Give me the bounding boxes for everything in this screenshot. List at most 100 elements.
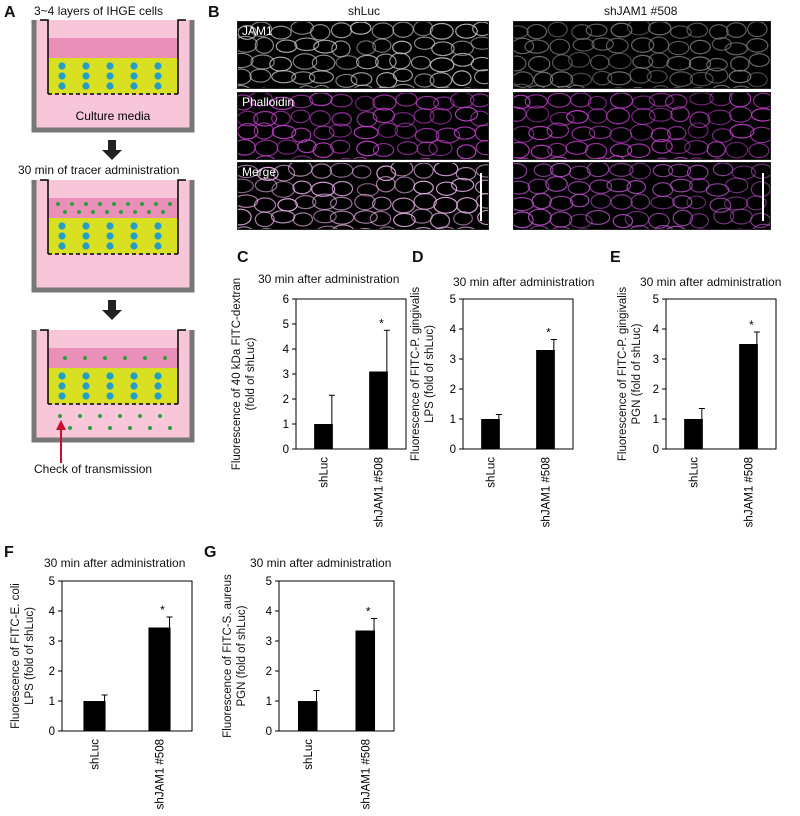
cell-nucleus bbox=[154, 62, 162, 70]
cell-outline bbox=[514, 25, 529, 39]
tracer-dot bbox=[77, 210, 81, 214]
cell-nucleus bbox=[58, 222, 66, 230]
significance-marker: * bbox=[160, 603, 165, 617]
cell-outline bbox=[456, 144, 477, 159]
cell-outline bbox=[648, 93, 674, 107]
y-axis-label-line: Fluorescence of FITC-S. aureus bbox=[222, 574, 234, 738]
cell-outline bbox=[648, 212, 670, 229]
scale-bar bbox=[762, 173, 764, 221]
cell-outline bbox=[712, 84, 731, 88]
y-tick-label: 1 bbox=[450, 414, 456, 426]
y-tick-label: 2 bbox=[49, 666, 55, 678]
y-tick-label: 2 bbox=[450, 384, 456, 396]
cell-outline bbox=[390, 163, 414, 177]
cell-outline bbox=[524, 94, 548, 109]
cell-outline bbox=[689, 71, 714, 87]
cell-outline bbox=[730, 56, 750, 72]
cell-nucleus bbox=[82, 392, 90, 400]
cell-outline bbox=[552, 226, 571, 229]
cell-nucleus bbox=[154, 72, 162, 80]
cell-outline bbox=[590, 54, 610, 71]
cell-outline bbox=[723, 196, 749, 211]
cell-outline bbox=[276, 139, 299, 155]
cell-outline bbox=[450, 40, 474, 57]
cell-outline bbox=[667, 163, 692, 178]
chart-title: 30 min after administration bbox=[250, 556, 392, 570]
cell-outline bbox=[331, 180, 354, 197]
cell-nucleus bbox=[106, 72, 114, 80]
cell-outline bbox=[377, 86, 390, 88]
cell-outline bbox=[566, 110, 589, 124]
cell-outline bbox=[238, 25, 257, 40]
chart-title: 30 min after administration bbox=[258, 272, 400, 286]
cell-nucleus bbox=[82, 372, 90, 380]
cell-outline bbox=[396, 141, 419, 156]
cell-outline bbox=[392, 68, 413, 82]
cell-outline bbox=[690, 157, 703, 159]
cell-outline bbox=[746, 72, 768, 88]
cell-outline bbox=[666, 225, 686, 229]
category-label: shLuc bbox=[486, 457, 498, 488]
cell-nucleus bbox=[106, 232, 114, 240]
culture-media-label: Culture media bbox=[76, 109, 151, 123]
cell-outline bbox=[453, 211, 473, 226]
cell-outline bbox=[585, 209, 611, 225]
cell-outline bbox=[549, 38, 571, 55]
cell-outline bbox=[514, 141, 530, 159]
cell-outline bbox=[514, 163, 528, 179]
cell-outline bbox=[475, 164, 488, 178]
cell-outline bbox=[429, 107, 452, 125]
cell-outline bbox=[329, 163, 354, 178]
cell-outline bbox=[410, 55, 431, 70]
cell-nucleus bbox=[106, 62, 114, 70]
cell-outline bbox=[626, 22, 651, 36]
cell-nucleus bbox=[106, 372, 114, 380]
micrograph-jam1-shjam1 bbox=[513, 21, 771, 89]
y-tick-label: 5 bbox=[283, 319, 289, 331]
cell-outline bbox=[254, 211, 275, 228]
transwell-well-3 bbox=[31, 329, 195, 463]
y-axis-label: Fluorescence of FITC-E. coli LPS (fold of… bbox=[9, 553, 37, 759]
panel-letter-b: B bbox=[208, 4, 220, 21]
chart-title: 30 min after administration bbox=[44, 556, 186, 570]
cell-outline bbox=[309, 110, 331, 127]
cell-outline bbox=[238, 194, 259, 208]
cell-outline bbox=[528, 85, 545, 88]
cell-outline bbox=[238, 85, 250, 88]
bar bbox=[314, 424, 333, 449]
cell-outline bbox=[414, 73, 435, 88]
cell-outline bbox=[238, 139, 256, 156]
y-tick-label: 3 bbox=[283, 369, 289, 381]
cell-nucleus bbox=[58, 382, 66, 390]
cell-nucleus bbox=[154, 372, 162, 380]
cell-outline bbox=[291, 155, 313, 159]
cell-outline bbox=[253, 197, 277, 213]
cell-outline bbox=[749, 126, 770, 144]
tracer-dot bbox=[126, 202, 130, 206]
cell-outline bbox=[609, 163, 634, 177]
cell-outline bbox=[294, 195, 317, 210]
tracer-dot bbox=[103, 356, 107, 360]
cell-outline bbox=[609, 127, 633, 144]
cell-outline bbox=[299, 85, 314, 88]
tracer-dot bbox=[133, 210, 137, 214]
cell-outline bbox=[413, 180, 434, 195]
cell-outline bbox=[612, 213, 634, 229]
panel-letter-a: A bbox=[4, 4, 16, 21]
category-label: shJAM1 #508 bbox=[360, 739, 372, 809]
cell-nucleus bbox=[154, 222, 162, 230]
scale-bar bbox=[480, 173, 482, 221]
transwell-diagram: Culture media bbox=[31, 19, 195, 463]
cell-outline bbox=[311, 54, 336, 72]
cell-outline bbox=[275, 39, 298, 53]
cell-nucleus bbox=[130, 232, 138, 240]
chart-title: 30 min after administration bbox=[453, 275, 595, 289]
cell-outline bbox=[568, 213, 593, 229]
cell-outline bbox=[413, 36, 436, 50]
cell-nucleus bbox=[130, 62, 138, 70]
cell-outline bbox=[704, 67, 729, 84]
cell-outline bbox=[456, 226, 476, 229]
y-axis-label-line: Fluorescence of 40 kDa FITC-dextran bbox=[231, 277, 243, 471]
cell-outline bbox=[549, 111, 575, 126]
cell-outline bbox=[664, 94, 688, 110]
